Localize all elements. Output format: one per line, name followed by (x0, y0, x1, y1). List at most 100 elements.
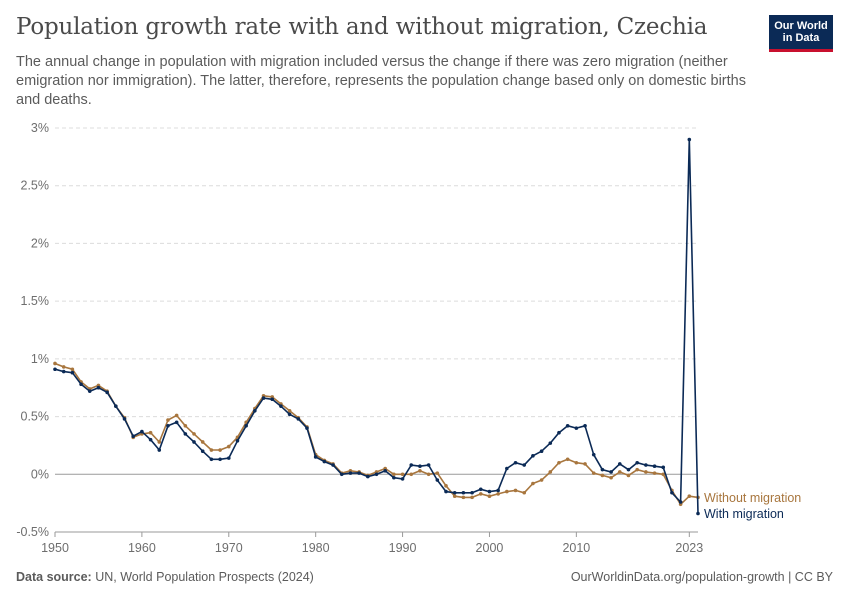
data-point-with-migration (322, 459, 327, 464)
data-point-with-migration (218, 457, 222, 462)
data-point-with-migration (696, 511, 700, 516)
data-point-without-migration (400, 472, 405, 477)
data-point-with-migration (383, 469, 387, 473)
data-point-with-migration (496, 488, 500, 493)
chart-title: Population growth rate with and without … (16, 14, 708, 40)
data-point-with-migration (53, 367, 57, 372)
data-source-label: Data source: (16, 570, 92, 584)
data-point-without-migration (218, 448, 222, 452)
data-point-with-migration (635, 460, 639, 465)
data-point-with-migration (331, 463, 335, 467)
data-point-without-migration (565, 457, 570, 462)
data-point-with-migration (418, 464, 422, 469)
data-point-without-migration (557, 460, 561, 465)
data-point-without-migration (148, 430, 153, 435)
data-point-with-migration (539, 449, 544, 454)
data-point-without-migration (192, 432, 196, 436)
data-point-with-migration (400, 477, 405, 481)
data-point-with-migration (140, 429, 144, 434)
data-point-with-migration (461, 490, 466, 495)
data-point-with-migration (226, 456, 231, 460)
data-point-without-migration (609, 475, 613, 480)
x-tick-label: 2000 (476, 541, 504, 555)
data-point-with-migration (513, 460, 518, 465)
data-point-with-migration (287, 412, 292, 417)
x-tick-label: 1970 (215, 541, 243, 555)
data-point-with-migration (661, 465, 666, 470)
owid-logo[interactable]: Our World in Data (769, 15, 833, 52)
data-point-with-migration (244, 424, 248, 428)
data-point-without-migration (418, 469, 422, 473)
chart-subtitle: The annual change in population with mig… (16, 54, 746, 108)
logo-line-2: in Data (782, 32, 820, 44)
data-point-without-migration (174, 413, 179, 418)
data-point-with-migration (505, 466, 509, 471)
data-point-with-migration (548, 441, 553, 445)
data-point-with-migration (209, 457, 214, 462)
data-point-without-migration (200, 440, 205, 444)
data-point-with-migration (678, 500, 683, 504)
data-point-with-migration (79, 382, 83, 387)
data-source: Data source: UN, World Population Prospe… (16, 570, 314, 584)
data-point-with-migration (313, 455, 318, 459)
data-point-without-migration (287, 409, 292, 413)
data-point-without-migration (426, 472, 431, 477)
data-point-with-migration (305, 426, 309, 430)
data-point-with-migration (70, 370, 75, 375)
data-point-with-migration (166, 424, 170, 428)
x-tick-label: 1960 (128, 541, 156, 555)
data-point-with-migration (478, 487, 483, 492)
data-point-with-migration (452, 490, 457, 495)
series-line-with-migration (54, 138, 699, 514)
data-point-with-migration (687, 137, 692, 142)
data-point-without-migration (487, 494, 492, 499)
data-point-without-migration (539, 478, 544, 482)
data-point-with-migration (96, 385, 101, 390)
data-point-with-migration (357, 471, 361, 475)
y-tick-label: 1.5% (21, 294, 50, 308)
data-point-without-migration (392, 472, 396, 477)
data-point-without-migration (687, 494, 692, 499)
data-point-with-migration (279, 404, 283, 408)
data-point-with-migration (392, 475, 396, 480)
data-point-without-migration (644, 470, 648, 474)
data-point-without-migration (591, 471, 596, 475)
data-point-with-migration (565, 424, 570, 428)
x-tick-label: 2023 (675, 541, 703, 555)
y-tick-label: 0.5% (21, 410, 50, 424)
data-point-with-migration (296, 417, 301, 421)
data-point-with-migration (61, 369, 66, 374)
data-point-with-migration (114, 404, 118, 408)
data-point-without-migration (652, 471, 657, 475)
data-point-without-migration (548, 470, 553, 474)
source-url[interactable]: OurWorldinData.org/population-growth | C… (570, 570, 833, 584)
data-point-without-migration (435, 471, 440, 475)
data-point-with-migration (591, 452, 596, 457)
data-source-text[interactable]: UN, World Population Prospects (2024) (95, 570, 314, 584)
data-point-with-migration (339, 472, 344, 477)
y-tick-label: 2.5% (21, 179, 50, 193)
x-tick-label: 2010 (562, 541, 590, 555)
series-label-with-migration: With migration (704, 507, 784, 521)
data-point-with-migration (148, 437, 153, 442)
data-point-without-migration (626, 473, 631, 478)
data-point-without-migration (157, 440, 162, 444)
data-point-without-migration (617, 470, 622, 474)
data-point-with-migration (574, 426, 579, 430)
data-point-without-migration (53, 361, 57, 366)
data-point-with-migration (426, 463, 431, 467)
data-point-with-migration (348, 471, 353, 475)
x-tick-label: 1950 (41, 541, 69, 555)
data-point-without-migration (461, 495, 466, 500)
data-point-with-migration (87, 389, 92, 393)
data-point-with-migration (600, 467, 605, 472)
data-point-without-migration (470, 495, 474, 500)
data-point-without-migration (226, 444, 231, 449)
y-tick-label: 0% (31, 467, 49, 481)
data-point-with-migration (557, 430, 561, 435)
data-point-without-migration (409, 472, 414, 477)
data-point-with-migration (374, 472, 379, 477)
data-point-with-migration (157, 448, 162, 452)
data-point-with-migration (192, 440, 196, 444)
data-point-with-migration (617, 462, 622, 466)
